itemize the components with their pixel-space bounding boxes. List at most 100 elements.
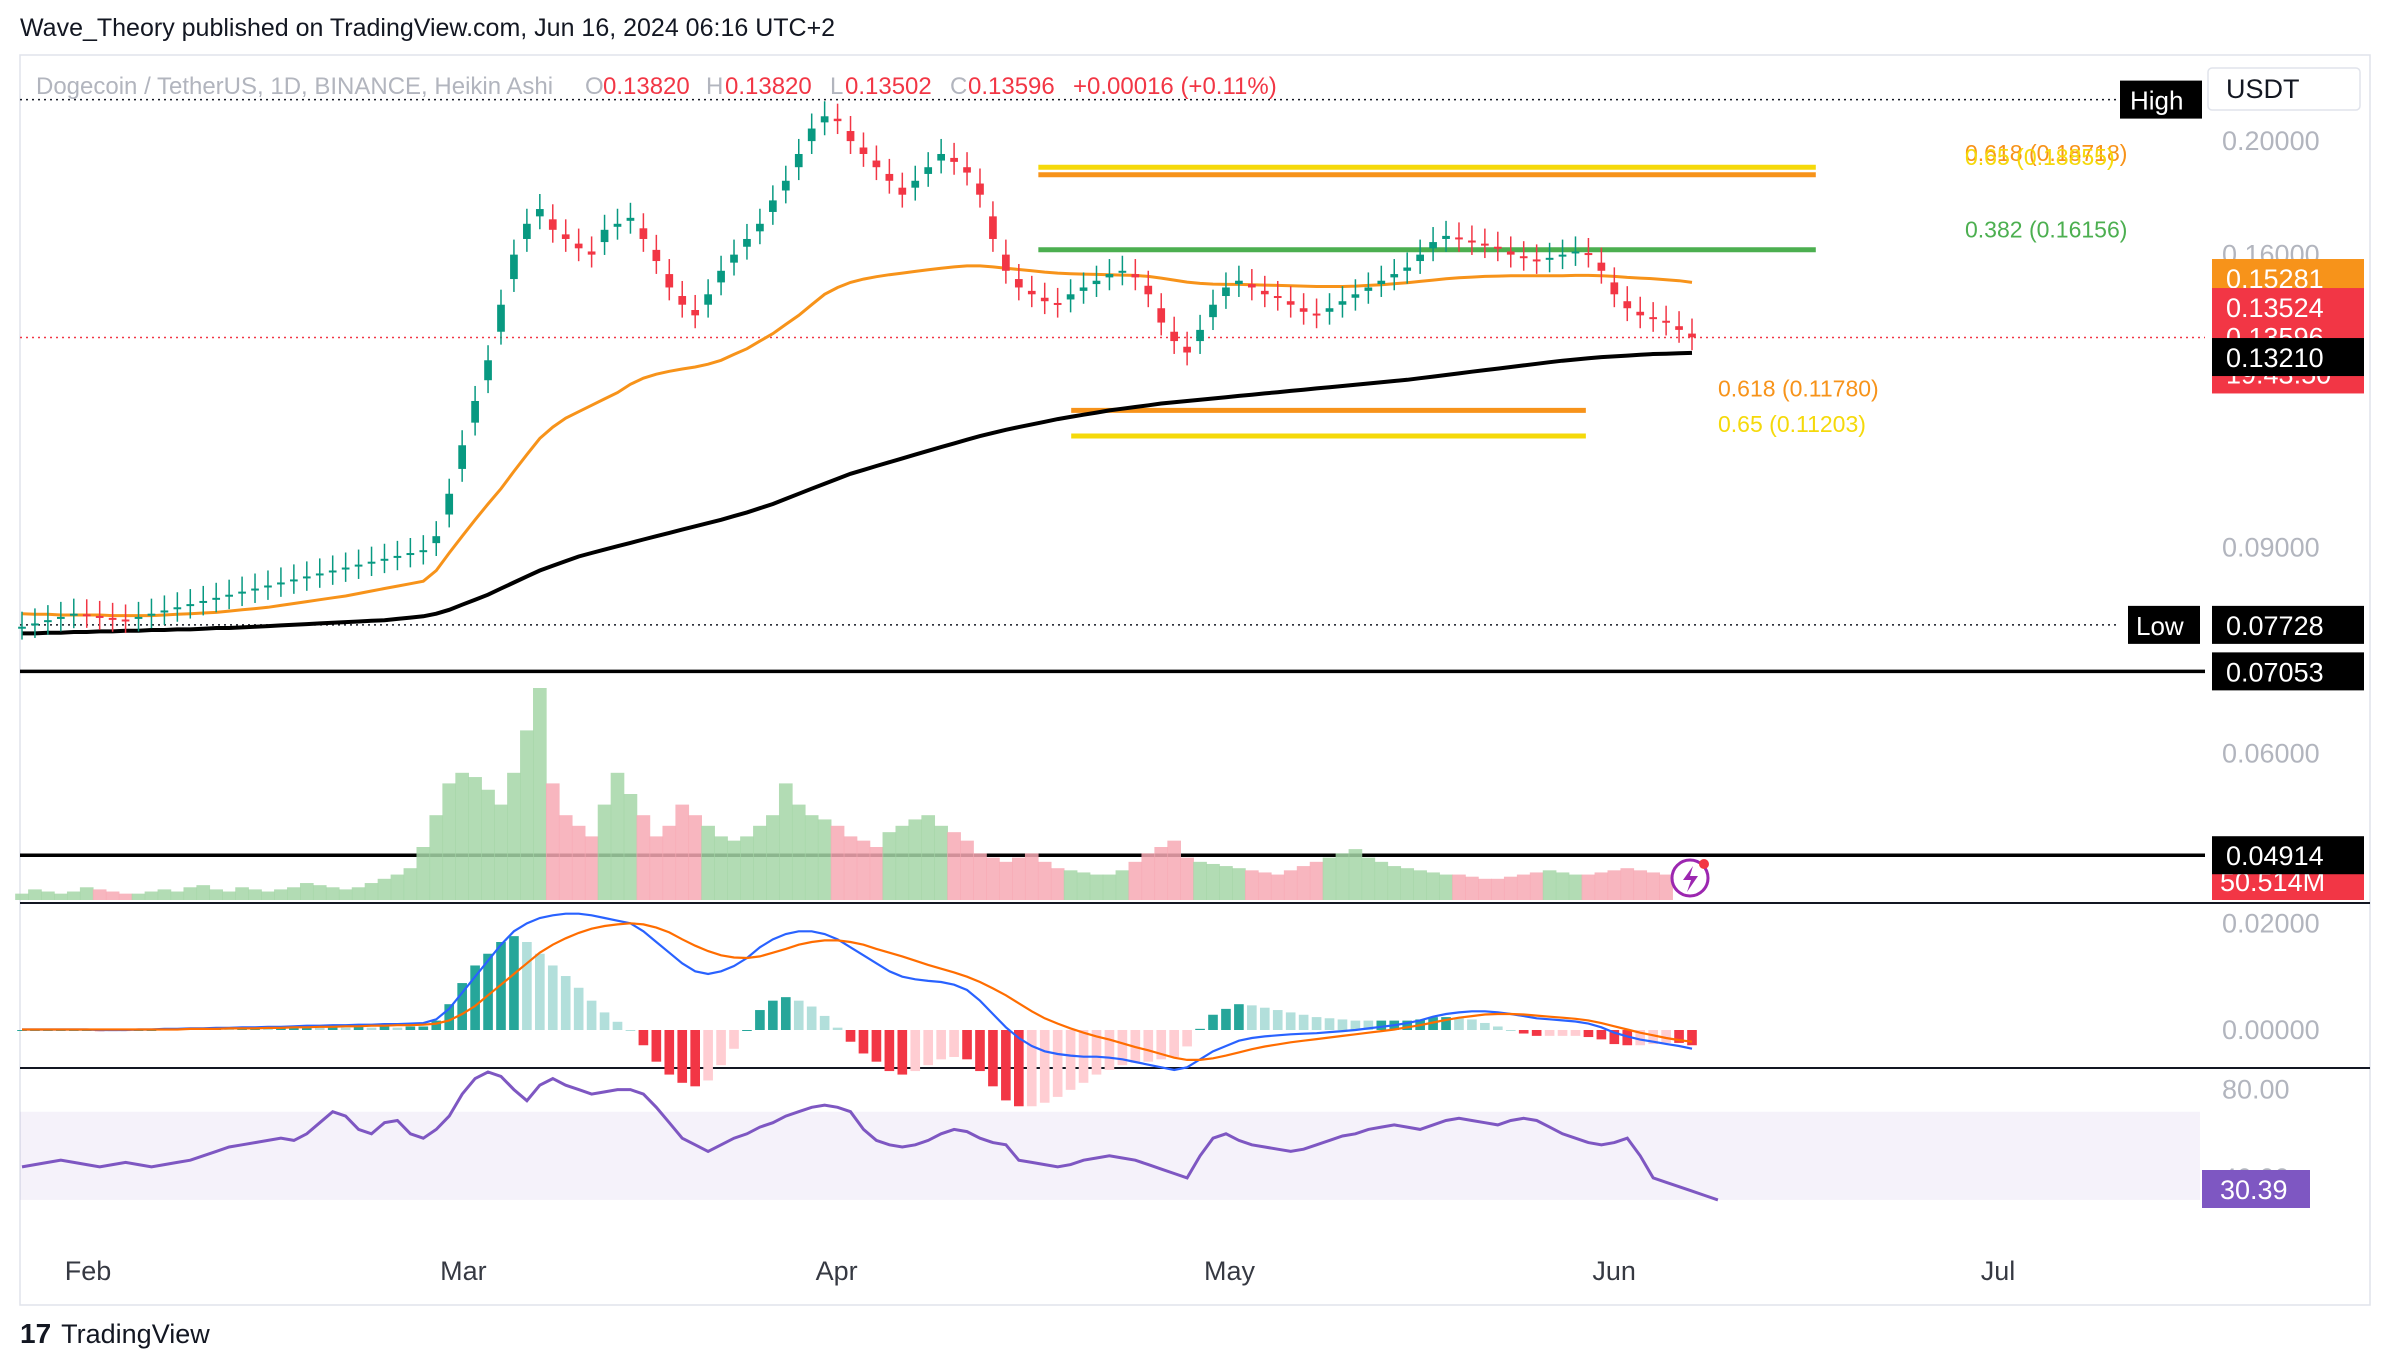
volume-bar — [54, 893, 68, 900]
price-tag-label: 0.13524 — [2226, 293, 2324, 323]
macd-histogram-bar — [1117, 1030, 1128, 1066]
volume-bar — [740, 836, 754, 900]
macd-histogram-bar — [509, 936, 519, 1030]
publisher-line: Wave_Theory published on TradingView.com… — [20, 14, 836, 42]
macd-histogram-bar — [923, 1030, 934, 1066]
macd-histogram-bar — [1143, 1030, 1154, 1062]
candle-body — [186, 604, 195, 607]
candle-body — [1299, 308, 1308, 312]
candle-body — [1247, 284, 1256, 288]
candle-body — [1066, 294, 1075, 300]
volume-bar — [442, 783, 457, 900]
price-tag-box — [2212, 605, 2364, 644]
fib-level-label: 0.618 (0.11780) — [1718, 375, 1879, 401]
low-label: Low — [2136, 611, 2184, 641]
volume-bar — [377, 878, 392, 900]
candle-body — [678, 296, 687, 305]
candle-body — [652, 249, 661, 262]
alert-bolt-icon[interactable] — [1670, 858, 1710, 898]
volume-bar — [1413, 870, 1427, 900]
volume-bar — [1309, 861, 1324, 900]
volume-bar — [869, 847, 884, 900]
volume-bar — [1594, 872, 1609, 900]
volume-bar — [261, 891, 275, 900]
macd-histogram-bar — [1182, 1030, 1192, 1047]
volume-bar — [105, 891, 120, 900]
volume-bar — [1154, 847, 1169, 900]
macd-histogram-bar — [651, 1030, 662, 1062]
price-tag-label: 0.13210 — [2226, 343, 2324, 373]
volume-bar — [1193, 861, 1207, 900]
macd-histogram-bar — [1492, 1026, 1503, 1030]
candle-body — [833, 118, 842, 122]
price-tag-box — [2212, 338, 2364, 377]
candle-body — [574, 243, 583, 249]
candle-body — [807, 128, 816, 142]
volume-bar — [934, 825, 948, 900]
volume-bar — [1633, 870, 1648, 900]
candle-body — [1002, 254, 1010, 271]
volume-bar — [1400, 868, 1415, 900]
currency-selector[interactable]: USDT — [2207, 67, 2361, 111]
candle-body — [859, 147, 868, 154]
candle-body — [160, 610, 169, 613]
volume-bar — [1335, 853, 1350, 900]
candle-body — [730, 254, 738, 263]
candle-body — [510, 254, 518, 280]
candle-body — [963, 167, 971, 173]
macd-histogram-bar — [1156, 1030, 1167, 1060]
macd-histogram-bar — [1376, 1020, 1387, 1030]
candle-body — [743, 238, 751, 247]
candle-body — [302, 576, 311, 579]
macd-signal-line — [22, 922, 1693, 1062]
macd-line — [22, 912, 1693, 1072]
macd-histogram-bar — [418, 1026, 429, 1030]
candle-body — [548, 219, 557, 230]
candle-body — [1118, 270, 1127, 273]
candle-body — [1688, 333, 1696, 338]
candle-body — [1468, 240, 1476, 243]
ohlc-h-value: 0.13820 — [725, 73, 812, 100]
macd-histogram-bar — [470, 965, 480, 1030]
volume-bar — [649, 836, 664, 900]
candle-body — [911, 180, 920, 188]
macd-histogram-bar — [1104, 1030, 1115, 1070]
volume-bar — [1219, 866, 1233, 900]
macd-histogram-bar — [1001, 1030, 1011, 1101]
candle-body — [898, 187, 907, 195]
volume-bar — [856, 840, 871, 900]
ohlc-c-value: 0.13596 — [968, 73, 1055, 100]
macd-histogram-bar — [832, 1027, 843, 1030]
volume-bar — [1011, 857, 1026, 900]
candle-body — [1675, 326, 1683, 330]
price-tick-label: 0.20000 — [2222, 126, 2320, 156]
macd-histogram-bar — [1505, 1030, 1516, 1031]
volume-bar — [558, 815, 573, 900]
volume-bar — [144, 891, 159, 900]
candle-body — [1209, 304, 1217, 318]
volume-bar — [351, 887, 366, 900]
volume-bar — [1516, 874, 1531, 900]
volume-bar — [157, 889, 172, 900]
macd-histogram-bar — [1363, 1020, 1374, 1030]
macd-histogram-bar — [1039, 1030, 1050, 1103]
macd-histogram-bar — [742, 1030, 752, 1031]
price-tag-label: 0.07053 — [2226, 657, 2324, 687]
volume-bar — [791, 804, 806, 900]
macd-histogram-bar — [1480, 1022, 1490, 1030]
candle-body — [1235, 280, 1243, 285]
macd-histogram-bar — [1454, 1018, 1464, 1030]
macd-histogram-bar — [327, 1026, 338, 1030]
volume-bar — [455, 772, 469, 900]
volume-bar — [1050, 868, 1065, 900]
candle-body — [1040, 297, 1049, 302]
candle-body — [1260, 290, 1269, 295]
volume-bar — [817, 819, 832, 900]
candle-body — [56, 616, 65, 619]
volume-bar — [481, 789, 495, 900]
volume-bar — [1180, 857, 1194, 900]
candle-body — [1364, 287, 1373, 291]
macd-histogram-bar — [405, 1026, 416, 1030]
symbol-title: Dogecoin / TetherUS, 1D, BINANCE, Heikin… — [36, 73, 553, 100]
